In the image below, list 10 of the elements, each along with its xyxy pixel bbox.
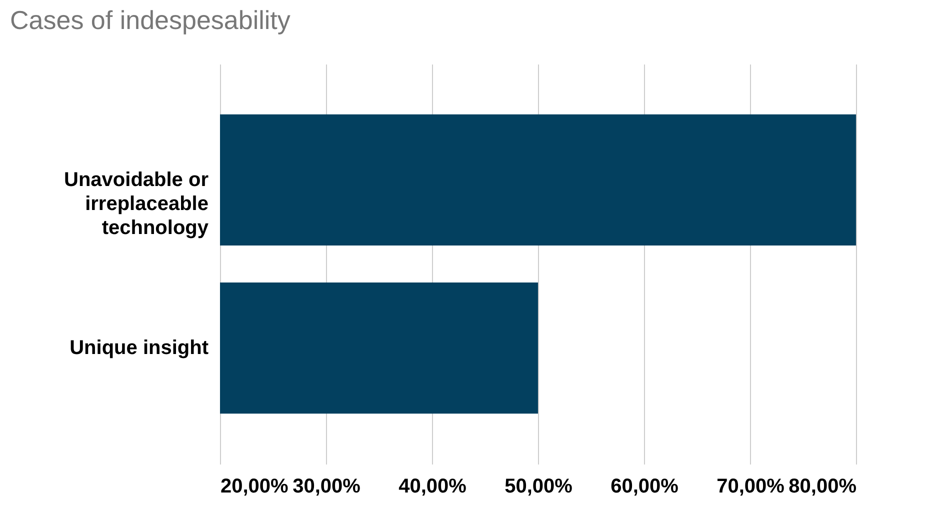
x-tick-label: 80,00% bbox=[788, 476, 857, 498]
y-tick-label: Unavoidable or irreplaceable technology bbox=[64, 168, 210, 239]
x-tick-label: 40,00% bbox=[398, 476, 467, 498]
chart-title: Cases of indespesability bbox=[10, 5, 290, 35]
x-tick-label: 30,00% bbox=[292, 476, 361, 498]
x-tick-label: 70,00% bbox=[716, 476, 785, 498]
x-tick-label: 60,00% bbox=[610, 476, 679, 498]
y-tick-label: Unique insight bbox=[70, 337, 209, 360]
x-tick-label: 20,00% bbox=[220, 476, 289, 498]
x-tick-label: 50,00% bbox=[504, 476, 573, 498]
